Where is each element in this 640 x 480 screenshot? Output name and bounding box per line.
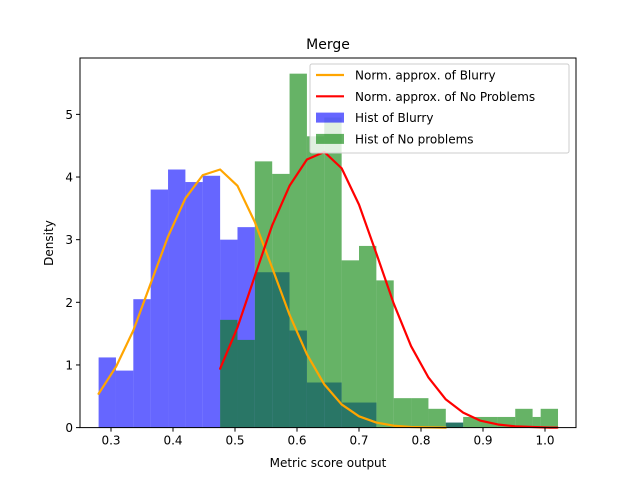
legend-label: Norm. approx. of No Problems bbox=[355, 90, 535, 104]
legend-label: Hist of Blurry bbox=[355, 111, 433, 125]
histogram-bar-1-8 bbox=[359, 245, 377, 428]
y-tick-label: 1 bbox=[65, 358, 73, 372]
histogram-bar-1-18 bbox=[532, 416, 541, 428]
y-tick-label: 2 bbox=[65, 296, 73, 310]
histogram-bar-1-6 bbox=[324, 117, 342, 428]
histogram-bar-1-5 bbox=[306, 136, 325, 428]
histogram-bar-1-9 bbox=[376, 280, 394, 428]
x-tick-label: 0.3 bbox=[101, 434, 120, 448]
x-tick-label: 0.6 bbox=[287, 434, 306, 448]
legend-label: Hist of No problems bbox=[355, 132, 474, 146]
histogram-bar-0-4 bbox=[168, 169, 186, 428]
histogram-bar-0-2 bbox=[133, 299, 151, 428]
legend-label: Norm. approx. of Blurry bbox=[355, 69, 496, 83]
histogram-bar-1-7 bbox=[341, 260, 359, 428]
histogram-bar-1-14 bbox=[463, 416, 481, 428]
histogram-bar-0-5 bbox=[185, 182, 203, 428]
histogram-bar-1-3 bbox=[272, 173, 290, 428]
histogram-bar-1-2 bbox=[254, 161, 273, 428]
y-tick-label: 4 bbox=[65, 171, 73, 185]
histogram-bar-1-11 bbox=[411, 398, 429, 428]
histogram-bar-1-17 bbox=[515, 408, 533, 428]
histogram-bar-0-3 bbox=[150, 189, 169, 428]
legend: Norm. approx. of Blurry Norm. approx. of … bbox=[309, 63, 570, 154]
histogram-bar-0-0 bbox=[98, 357, 116, 428]
x-tick-label: 0.8 bbox=[411, 434, 430, 448]
plot-frame bbox=[79, 57, 577, 429]
histogram-bar-0-6 bbox=[202, 175, 221, 428]
histogram-bar-1-19 bbox=[540, 408, 559, 428]
histogram-bar-1-4 bbox=[289, 73, 307, 428]
y-tick-label: 3 bbox=[65, 233, 73, 247]
y-tick-label: 0 bbox=[65, 421, 73, 435]
series-line-3 bbox=[219, 150, 559, 429]
histogram-bar-1-12 bbox=[428, 408, 446, 428]
legend-swatch-patch bbox=[316, 112, 344, 123]
histogram-bar-0-1 bbox=[115, 370, 134, 428]
legend-box bbox=[309, 63, 570, 154]
y-axis-ticks: 0 1 2 3 4 5 bbox=[65, 108, 80, 435]
histogram-bar-1-0 bbox=[220, 319, 238, 428]
axes: 0.3 0.4 0.5 0.6 0.7 0.8 0.9 1.0 0 1 2 3 4 5 bbox=[65, 57, 577, 448]
chart-title: Merge bbox=[306, 37, 350, 53]
x-tick-label: 0.4 bbox=[163, 434, 182, 448]
x-tick-label: 0.5 bbox=[225, 434, 244, 448]
series-line-2 bbox=[97, 168, 447, 429]
x-axis-ticks: 0.3 0.4 0.5 0.6 0.7 0.8 0.9 1.0 bbox=[101, 427, 555, 448]
x-tick-label: 0.7 bbox=[349, 434, 368, 448]
y-axis-label: Density bbox=[42, 220, 56, 266]
x-axis-label: Metric score output bbox=[270, 456, 387, 470]
histogram-bar-1-16 bbox=[497, 416, 516, 428]
x-tick-label: 1.0 bbox=[535, 434, 554, 448]
histogram-bars bbox=[98, 73, 559, 428]
y-tick-label: 5 bbox=[65, 108, 73, 122]
histogram-bar-1-13 bbox=[445, 422, 464, 428]
histogram-bar-1-1 bbox=[237, 339, 255, 428]
normal-curves bbox=[97, 150, 559, 429]
legend-swatch-patch bbox=[316, 133, 344, 144]
x-tick-label: 0.9 bbox=[473, 434, 492, 448]
histogram-bar-1-10 bbox=[393, 398, 412, 428]
